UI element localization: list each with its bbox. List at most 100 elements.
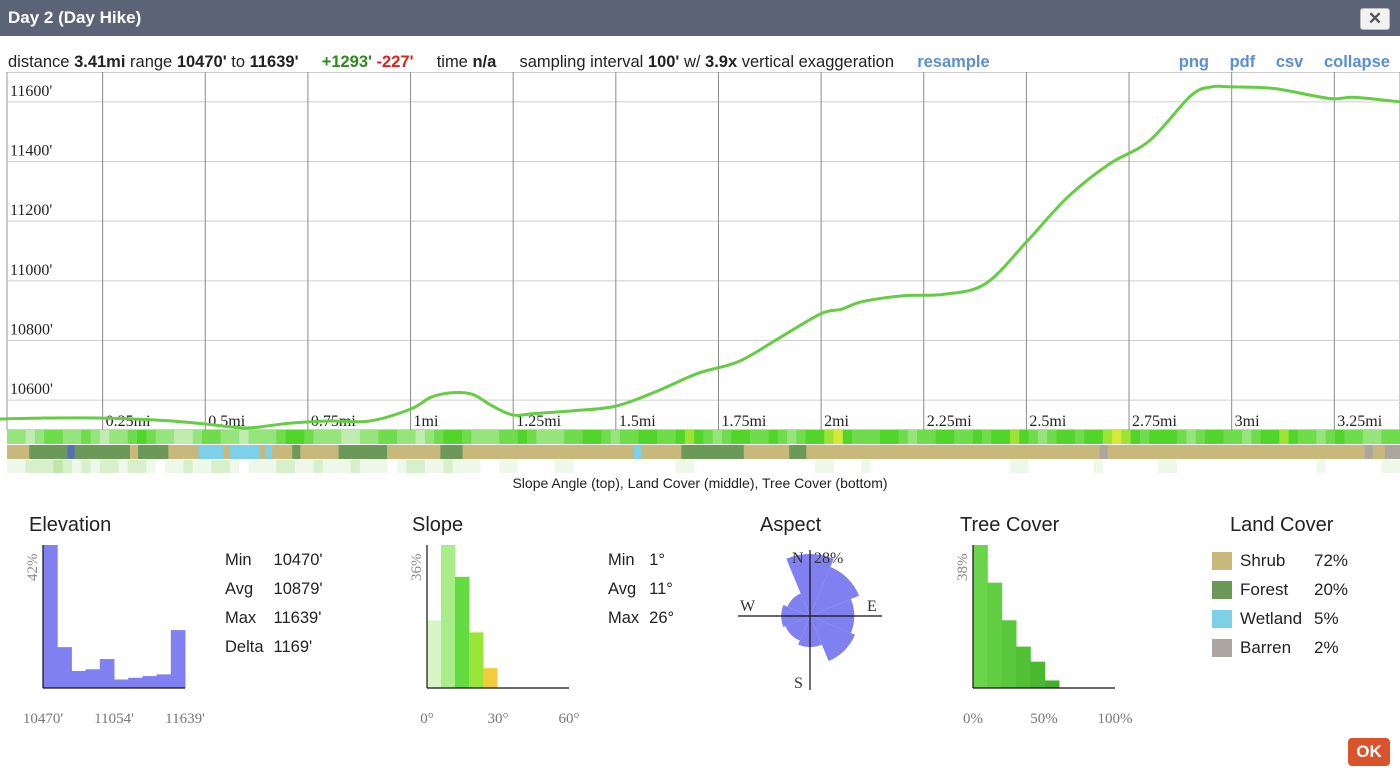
slope-cell <box>740 430 751 444</box>
slope-cell <box>954 430 965 444</box>
land-cover-segment <box>743 445 790 459</box>
tree-cover-cell <box>592 460 602 473</box>
slope-cell <box>1056 430 1067 444</box>
tree-cover-cell <box>1037 460 1048 473</box>
tree-cover-cell <box>1195 460 1206 473</box>
histogram-bar <box>1030 661 1046 688</box>
tree-cover-cell <box>378 460 389 473</box>
export-links: png pdf csv collapse <box>1163 53 1390 72</box>
tree-cover-cell <box>1056 460 1067 473</box>
close-button[interactable]: ✕ <box>1360 8 1390 30</box>
tree-cover-cell <box>638 460 649 473</box>
tree-cover-cell <box>684 460 695 473</box>
slope-cell <box>1139 430 1150 444</box>
slope-cell <box>480 430 491 444</box>
tree-cover-cell <box>1204 460 1215 473</box>
slope-cell <box>1279 430 1290 444</box>
slope-cell <box>174 430 185 444</box>
stat-value: 26° <box>649 609 675 627</box>
slope-cell <box>703 430 714 444</box>
tree-cover-cell <box>991 460 1002 473</box>
slope-cell <box>415 430 426 444</box>
title-bar: Day 2 (Day Hike) ✕ <box>0 0 1400 36</box>
tree-cover-cell <box>582 460 593 473</box>
elevation-profile-chart[interactable]: 10600' 10800' 11000' 11200' 11400' 11600' 0.25… <box>0 72 1400 430</box>
slope-cell <box>332 430 342 444</box>
png-link[interactable]: png <box>1178 53 1209 71</box>
time-value: n/a <box>472 53 497 71</box>
tree-cover-cell <box>954 460 965 473</box>
slope-cell <box>1186 430 1197 444</box>
slope-cell <box>1093 430 1104 444</box>
tree-cover-cell <box>1372 460 1383 473</box>
y-tick-label: 11400' <box>10 143 52 160</box>
tree-cover-cell <box>341 460 352 473</box>
tree-cover-cell <box>1334 460 1345 473</box>
slope-cell <box>777 430 788 444</box>
slope-cell <box>462 430 472 444</box>
y-max-label: 38% <box>955 554 971 582</box>
ok-button[interactable]: OK <box>1348 738 1390 766</box>
slope-cell <box>879 430 890 444</box>
slope-cell <box>378 430 389 444</box>
slope-cell <box>759 430 770 444</box>
tree-cover-cell <box>137 460 147 473</box>
slope-cell <box>1316 430 1327 444</box>
legend-swatch <box>1212 551 1232 570</box>
x-tick-label: 2mi <box>824 413 849 430</box>
land-cover-segment <box>641 445 682 459</box>
interval-label: sampling interval <box>519 53 644 71</box>
tree-cover-cell <box>294 460 305 473</box>
stat-label: Min <box>225 551 252 569</box>
stat-value: 11639' <box>273 609 322 627</box>
elevation-line <box>0 84 1400 430</box>
tree-cover-cell <box>146 460 157 473</box>
slope-cell <box>935 430 946 444</box>
tree-cover-cell <box>1167 460 1178 473</box>
tree-cover-cell <box>870 460 881 473</box>
x-tick-label: 0° <box>420 711 434 727</box>
tree-cover-cell <box>192 460 203 473</box>
legend-name: Forest <box>1240 579 1289 599</box>
tree-cover-cell <box>229 460 240 473</box>
tree-cover-cell <box>499 460 510 473</box>
land-cover-segment <box>198 445 225 459</box>
land-cover-segment <box>265 445 273 459</box>
tree-cover-cell <box>972 460 983 473</box>
tree-cover-cell <box>759 460 770 473</box>
slope-cell <box>99 430 110 444</box>
pdf-link[interactable]: pdf <box>1229 53 1256 71</box>
tree-cover-title: Tree Cover <box>960 514 1060 536</box>
y-tick-label: 11000' <box>10 262 52 279</box>
land-cover-segment <box>7 445 30 459</box>
csv-link[interactable]: csv <box>1275 53 1304 71</box>
land-cover-segment <box>789 445 807 459</box>
histogram-bar <box>441 545 456 688</box>
tree-cover-cell <box>462 460 472 473</box>
tree-cover-cell <box>1149 460 1160 473</box>
slope-cell <box>183 430 194 444</box>
tree-cover-cell <box>694 460 705 473</box>
resample-link[interactable]: resample <box>917 53 990 71</box>
strips-caption: Slope Angle (top), Land Cover (middle), … <box>512 475 888 491</box>
histogram-bar <box>114 679 129 688</box>
land-cover-segment <box>387 445 442 459</box>
tree-cover-cell <box>545 460 556 473</box>
slope-cell <box>1167 430 1178 444</box>
histogram-bar <box>128 677 143 688</box>
tree-cover-cell <box>564 460 575 473</box>
tree-cover-cell <box>824 460 835 473</box>
land-cover-segment <box>67 445 76 459</box>
tree-cover-cell <box>852 460 862 473</box>
slope-cell <box>1232 430 1243 444</box>
aspect-sector <box>787 593 810 616</box>
tree-cover-cell <box>257 460 268 473</box>
collapse-link[interactable]: collapse <box>1323 53 1390 71</box>
slope-cell <box>1149 430 1160 444</box>
x-tick-label: 2.25mi <box>927 413 972 430</box>
tree-cover-cell <box>703 460 714 473</box>
slope-cell <box>313 430 324 444</box>
exaggeration-label: vertical exaggeration <box>741 53 895 71</box>
slope-cell <box>350 430 361 444</box>
land-cover-segment <box>300 445 340 459</box>
